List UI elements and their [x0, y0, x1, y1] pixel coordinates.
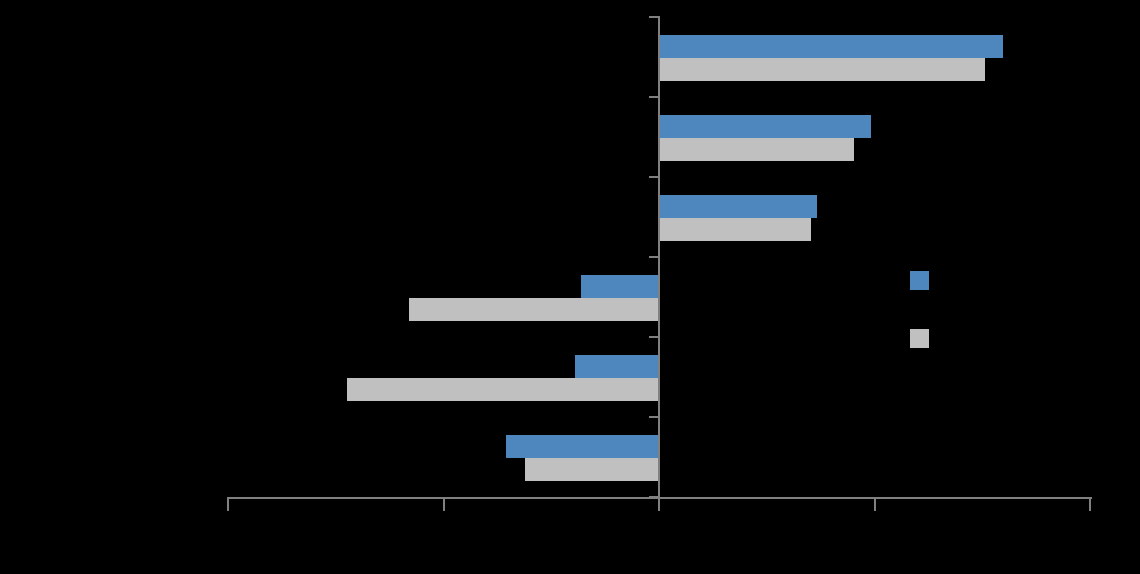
y-tick	[649, 256, 659, 258]
y-tick	[649, 336, 659, 338]
y-tick	[649, 496, 659, 498]
x-tick	[443, 497, 445, 511]
x-tick	[658, 497, 660, 511]
y-tick	[649, 16, 659, 18]
y-axis-line	[658, 16, 660, 510]
bar-gray-series-row2	[660, 138, 854, 161]
bar-blue-series-row1	[660, 35, 1003, 58]
bar-gray-series-row4	[409, 298, 659, 321]
x-axis-line	[228, 497, 1092, 499]
bar-gray-series-row1	[660, 58, 986, 81]
x-tick	[227, 497, 229, 511]
bar-blue-series-row4	[581, 275, 659, 298]
bar-blue-series-row6	[505, 435, 659, 458]
bar-gray-series-row3	[660, 218, 811, 241]
bar-blue-series-row2	[660, 115, 872, 138]
legend-swatch-gray	[910, 329, 929, 348]
bar-gray-series-row5	[346, 378, 659, 401]
x-tick	[874, 497, 876, 511]
legend-swatch-blue	[910, 271, 929, 290]
y-tick	[649, 96, 659, 98]
y-tick	[649, 176, 659, 178]
bar-blue-series-row5	[574, 355, 659, 378]
bar-gray-series-row6	[525, 458, 659, 481]
y-tick	[649, 416, 659, 418]
bar-blue-series-row3	[660, 195, 818, 218]
x-tick	[1089, 497, 1091, 511]
